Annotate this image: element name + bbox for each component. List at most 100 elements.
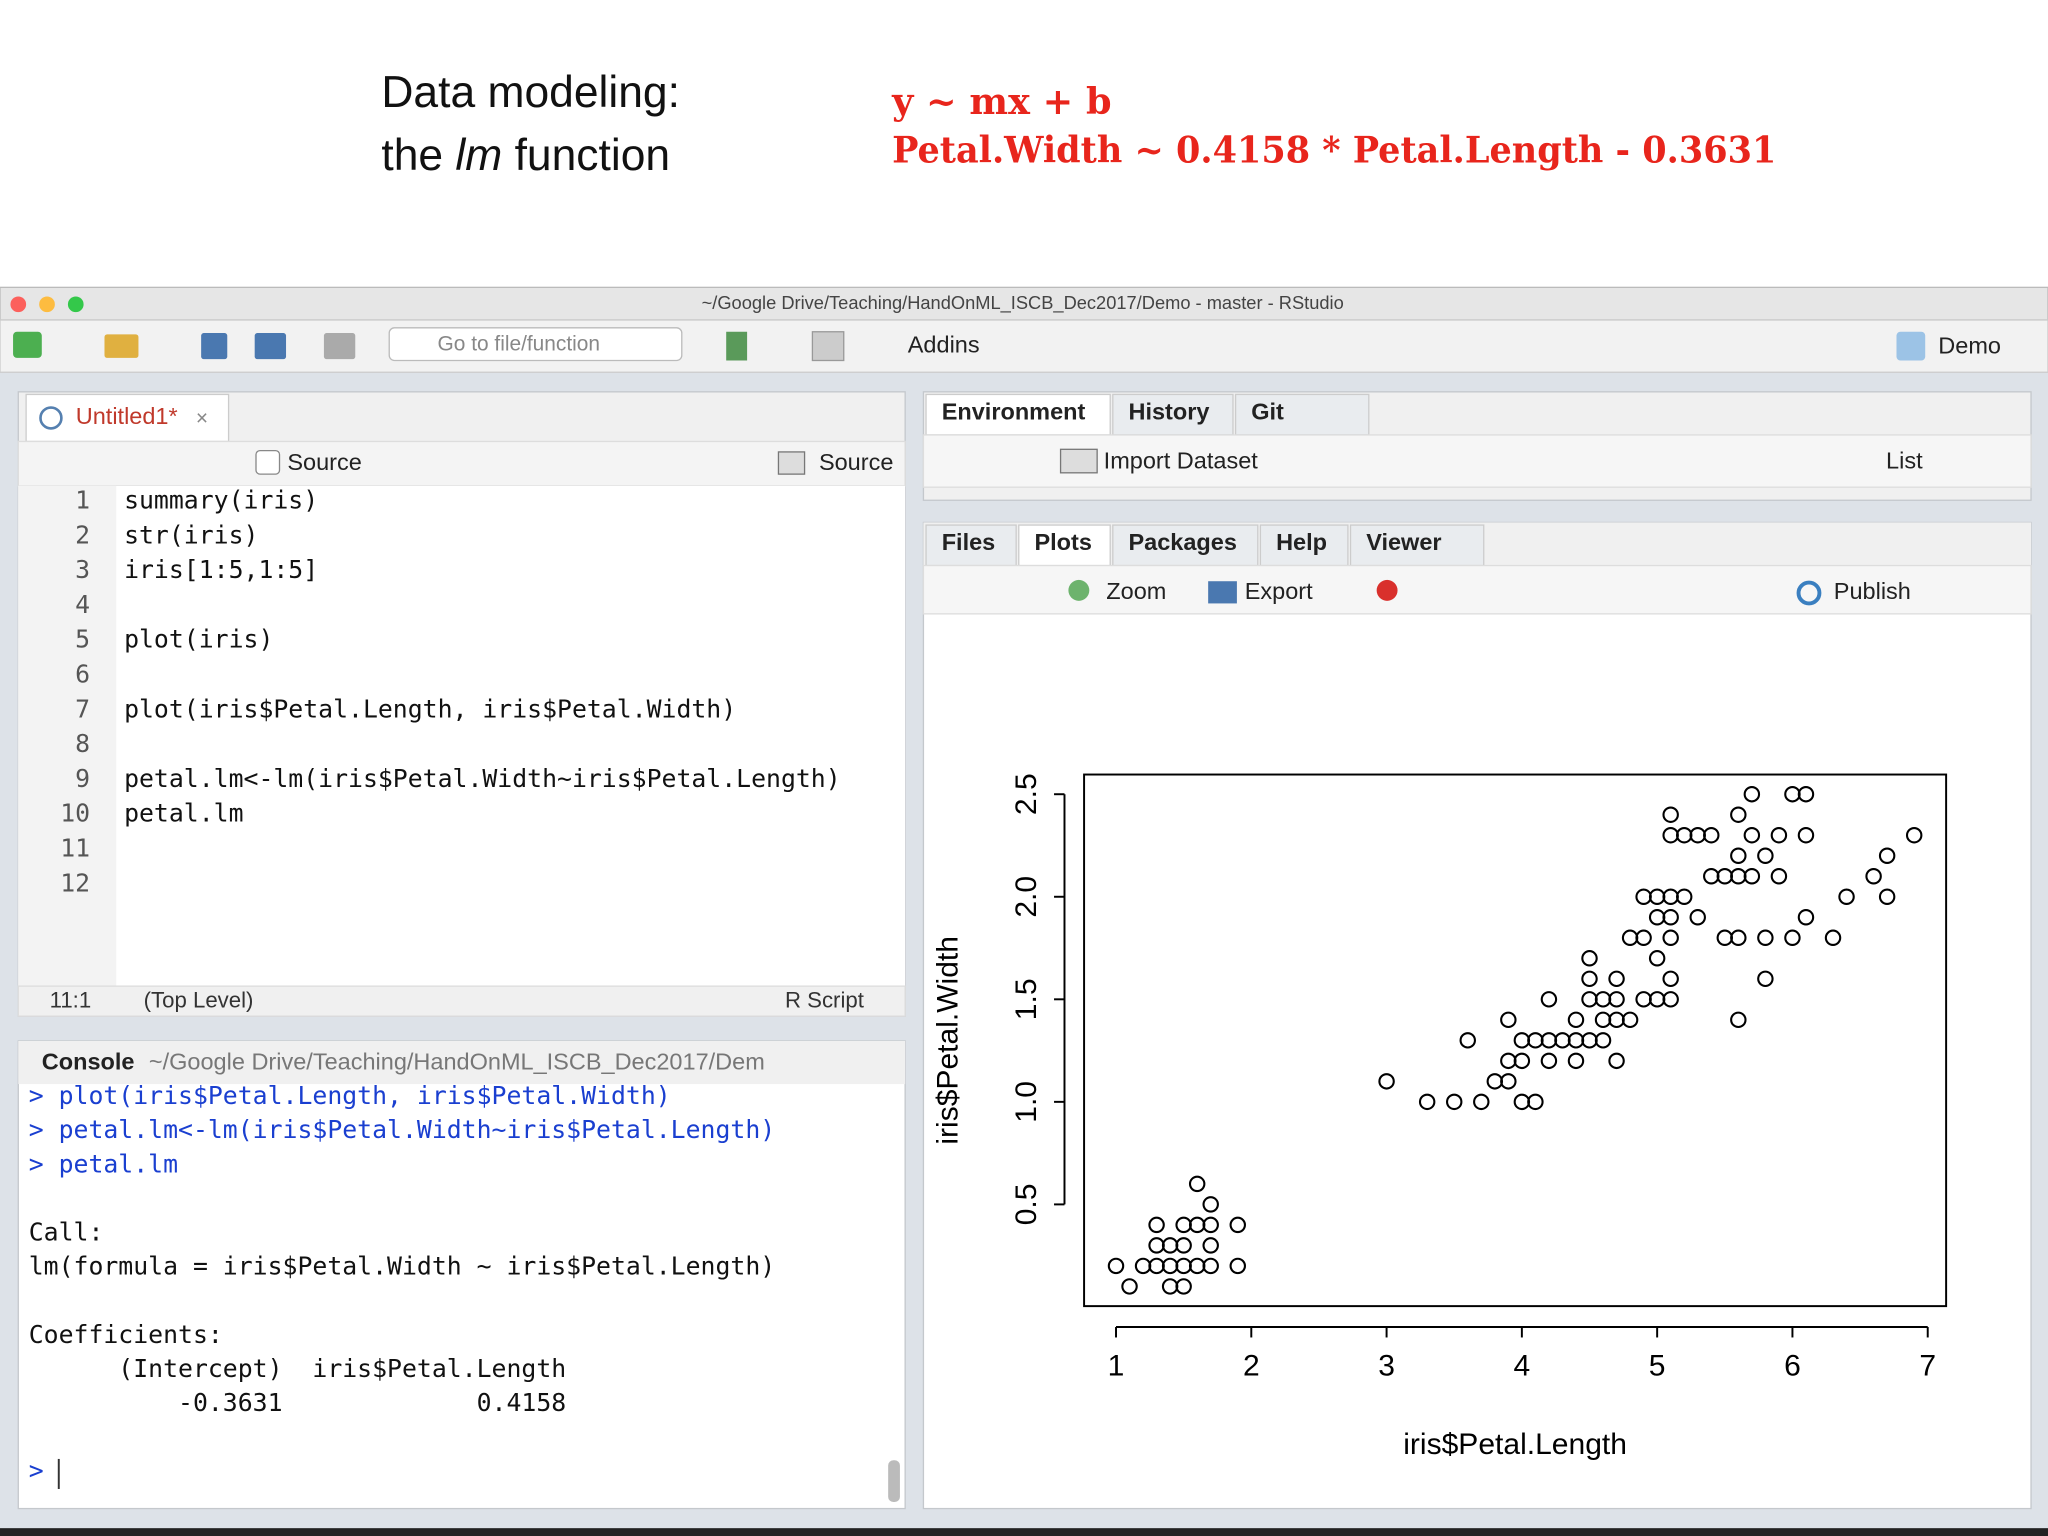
point — [1513, 1052, 1531, 1070]
dock-edge — [0, 1528, 2048, 1536]
tab[interactable] — [1112, 524, 1259, 567]
title-part: lm — [455, 131, 502, 180]
point — [1662, 991, 1679, 1008]
point — [1675, 888, 1693, 905]
r-file-icon — [39, 406, 63, 430]
point — [1689, 909, 1706, 926]
source-button[interactable]: Source — [819, 449, 893, 475]
environment-tabs: Environment History Git — [925, 393, 1370, 436]
point — [1459, 1032, 1476, 1049]
publish-menu[interactable]: Publish — [1834, 578, 1911, 604]
tab[interactable] — [1234, 393, 1370, 436]
plots-toolbar — [922, 564, 2032, 615]
cursor-position: 11:1 — [50, 988, 92, 1013]
plot-box — [1083, 773, 1948, 1308]
point — [1121, 1278, 1138, 1295]
layout-icon[interactable] — [811, 331, 845, 362]
project-icon — [1896, 331, 1926, 361]
source-on-save-checkbox[interactable] — [255, 449, 281, 475]
console-prompt: > — [29, 1456, 44, 1485]
x-tick-label: 4 — [1514, 1349, 1531, 1382]
point — [1730, 1011, 1747, 1029]
title-part: the — [381, 131, 455, 180]
point — [1797, 827, 1815, 844]
console-header — [18, 1040, 906, 1085]
y-tick-label: 0.5 — [1010, 1184, 1043, 1226]
line-number: 3 — [75, 555, 90, 584]
point — [1824, 929, 1842, 947]
view-mode[interactable]: List — [1886, 448, 1923, 474]
point — [1500, 1073, 1517, 1090]
source-icon[interactable] — [777, 451, 806, 475]
save-icon[interactable] — [201, 333, 228, 360]
point — [1581, 970, 1598, 988]
y-tick-label: 2.5 — [1010, 773, 1043, 815]
point — [1730, 806, 1747, 823]
point — [1567, 1052, 1585, 1070]
tab-label: History — [1128, 399, 1209, 425]
slide-title: the lm function — [381, 131, 670, 180]
zoom-button[interactable]: Zoom — [1106, 578, 1166, 604]
viewer-tabs: Files Plots Packages Help Viewer — [925, 524, 1485, 567]
console-output: (Intercept) iris$Petal.Length — [29, 1354, 566, 1383]
point — [1662, 970, 1679, 988]
point — [1797, 909, 1815, 926]
point — [1188, 1175, 1206, 1193]
point — [1635, 929, 1652, 947]
editor-tab-label: Untitled1* — [76, 403, 178, 429]
vcs-icon[interactable] — [726, 331, 748, 361]
import-dataset[interactable]: Import Dataset — [1104, 448, 1259, 474]
console-output: lm(formula = iris$Petal.Width ~ iris$Pet… — [29, 1252, 775, 1281]
point — [1757, 847, 1774, 864]
line-number: 11 — [60, 834, 90, 863]
publish-icon — [1796, 580, 1822, 606]
tab-close[interactable]: × — [196, 407, 208, 430]
x-tick-label: 6 — [1784, 1349, 1801, 1382]
point — [1378, 1073, 1395, 1090]
console-title: Console — [42, 1048, 135, 1074]
tab-label: Help — [1276, 529, 1327, 555]
goto-input[interactable] — [388, 327, 683, 362]
scrollbar[interactable] — [888, 1460, 900, 1503]
line-number: 8 — [75, 729, 90, 758]
tab-label: Files — [942, 529, 996, 555]
point — [1703, 827, 1720, 844]
console-lines: > plot(iris$Petal.Length, iris$Petal.Wid… — [29, 1081, 775, 1489]
source-on-save-label: Source — [287, 449, 361, 475]
point — [1148, 1216, 1165, 1234]
point — [1175, 1278, 1192, 1295]
addins-menu[interactable]: Addins — [908, 331, 980, 357]
tab[interactable] — [925, 524, 1017, 567]
tab[interactable] — [1259, 524, 1349, 567]
status-bar — [17, 985, 906, 1017]
save-all-icon[interactable] — [254, 333, 287, 360]
line-number: 7 — [75, 694, 90, 723]
window-title: ~/Google Drive/Teaching/HandOnML_ISCB_De… — [702, 292, 1344, 314]
point — [1581, 950, 1598, 967]
remove-plot-icon[interactable] — [1376, 579, 1398, 601]
scope[interactable]: (Top Level) — [144, 988, 254, 1013]
point — [1730, 929, 1747, 947]
point — [1865, 868, 1882, 885]
print-icon[interactable] — [323, 333, 356, 360]
console-command: > petal.lm — [29, 1149, 178, 1178]
point — [1730, 847, 1747, 864]
y-tick-label: 2.0 — [1010, 876, 1043, 918]
new-file-icon[interactable] — [13, 331, 42, 358]
point — [1784, 929, 1801, 947]
point — [1743, 868, 1761, 885]
tab[interactable] — [1112, 393, 1234, 436]
console-path: ~/Google Drive/Teaching/HandOnML_ISCB_De… — [149, 1048, 765, 1074]
file-type[interactable]: R Script — [785, 988, 864, 1013]
export-menu[interactable]: Export — [1245, 578, 1313, 604]
line-number: 10 — [60, 799, 90, 828]
project-menu[interactable]: Demo — [1938, 333, 2001, 359]
tab[interactable] — [1018, 524, 1111, 567]
close-button[interactable] — [10, 296, 27, 313]
tab[interactable] — [1349, 524, 1485, 567]
minimize-button[interactable] — [39, 296, 55, 313]
x-tick-label: 7 — [1919, 1349, 1936, 1382]
open-icon[interactable] — [104, 334, 139, 358]
tab[interactable] — [925, 393, 1111, 436]
zoom-button[interactable] — [67, 296, 84, 313]
